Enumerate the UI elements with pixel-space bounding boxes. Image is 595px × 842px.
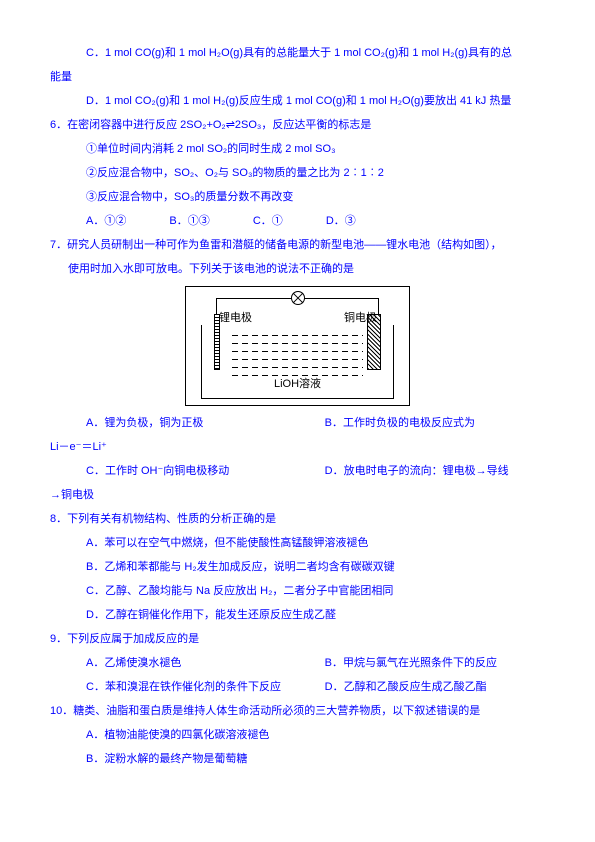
q6-opt-b: B．①③ [169,210,209,232]
q8-opt-d: D．乙醇在铜催化作用下，能发生还原反应生成乙醛 [50,604,545,626]
q8-opt-b: B．乙烯和苯都能与 H₂发生加成反应，说明二者均含有碳碳双键 [50,556,545,578]
q8-opt-a: A．苯可以在空气中燃烧，但不能使酸性高锰酸钾溶液褪色 [50,532,545,554]
q6-opt-c: C．① [253,210,283,232]
q9-opt-d: D．乙醇和乙酸反应生成乙酸乙酯 [325,676,545,698]
q7-diagram: 锂电极 铜电极 LiOH溶液 [50,286,545,406]
q9-opt-b: B．甲烷与氯气在光照条件下的反应 [325,652,545,674]
q7-row-ab: A．锂为负极，铜为正极 B．工作时负极的电极反应式为 [50,412,545,434]
electrode-right [367,314,381,370]
q9-row-cd: C．苯和溴混在铁作催化剂的条件下反应 D．乙醇和乙酸反应生成乙酸乙酯 [50,676,545,698]
q9-stem: 9．下列反应属于加成反应的是 [50,628,545,650]
q6-line2: ②反应混合物中，SO₂、O₂与 SO₃的物质的量之比为 2︰1︰2 [50,162,545,184]
q7-row-cd: C．工作时 OH⁻向铜电极移动 D．放电时电子的流向：锂电极→导线 [50,460,545,482]
q10-stem: 10．糖类、油脂和蛋白质是维持人体生命活动所必须的三大营养物质，以下叙述错误的是 [50,700,545,722]
bulb-icon [291,291,305,305]
q9-opt-c: C．苯和溴混在铁作催化剂的条件下反应 [86,676,325,698]
q7-opt-b: B．工作时负极的电极反应式为 [325,412,545,434]
q7-opt-c: C．工作时 OH⁻向铜电极移动 [86,460,325,482]
q6-stem: 6．在密闭容器中进行反应 2SO₂+O₂⇌2SO₃，反应达平衡的标志是 [50,114,545,136]
q6-opt-a: A．①② [86,210,126,232]
q7-opt-a: A．锂为负极，铜为正极 [86,412,325,434]
q7-opt-d: D．放电时电子的流向：锂电极→导线 [325,460,545,482]
q5-option-d: D．1 mol CO₂(g)和 1 mol H₂(g)反应生成 1 mol CO… [50,90,545,112]
q7-opt-b-cont: Li－e⁻＝Li⁺ [50,436,545,458]
q5-option-c: C．1 mol CO(g)和 1 mol H₂O(g)具有的总能量大于 1 mo… [50,42,545,64]
solution-label: LiOH溶液 [202,373,393,395]
q9-row-ab: A．乙烯使溴水褪色 B．甲烷与氯气在光照条件下的反应 [50,652,545,674]
q7-opt-d-cont: →铜电极 [50,484,545,506]
q6-options: A．①② B．①③ C．① D．③ [50,210,545,232]
electrode-left [214,314,220,370]
q8-stem: 8．下列有关有机物结构、性质的分析正确的是 [50,508,545,530]
q5-option-c-tail: 能量 [50,66,545,88]
q9-opt-a: A．乙烯使溴水褪色 [86,652,325,674]
beaker: LiOH溶液 [201,325,394,399]
q8-opt-c: C．乙醇、乙酸均能与 Na 反应放出 H₂，二者分子中官能团相同 [50,580,545,602]
q10-opt-a: A．植物油能使溴的四氯化碳溶液褪色 [50,724,545,746]
q6-opt-d: D．③ [326,210,356,232]
q6-line1: ①单位时间内消耗 2 mol SO₂的同时生成 2 mol SO₃ [50,138,545,160]
q7-stem2: 使用时加入水即可放电。下列关于该电池的说法不正确的是 [50,258,545,280]
q10-opt-b: B．淀粉水解的最终产物是葡萄糖 [50,748,545,770]
q6-line3: ③反应混合物中，SO₃的质量分数不再改变 [50,186,545,208]
q7-stem1: 7．研究人员研制出一种可作为鱼雷和潜艇的储备电源的新型电池——锂水电池（结构如图… [50,234,545,256]
